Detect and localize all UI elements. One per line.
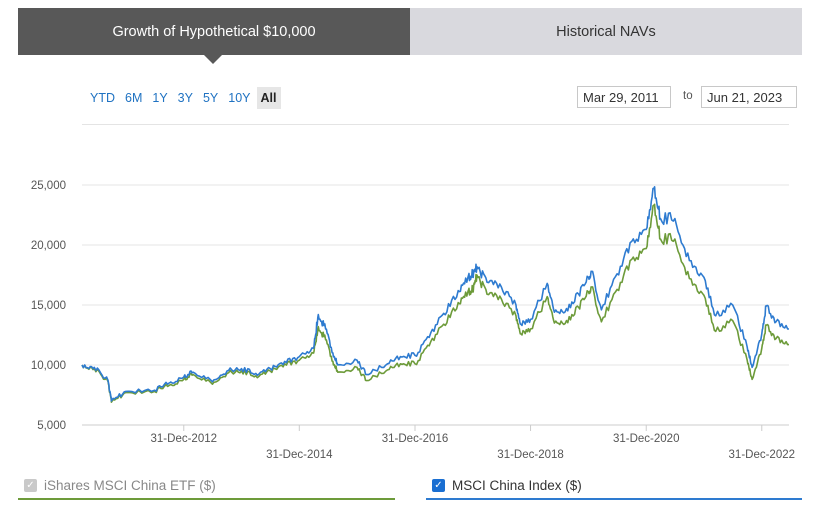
- growth-line-chart: 5,000 10,000 15,000 20,000 25,000 31-Dec-2012…: [31, 180, 795, 461]
- chart-tabs: Growth of Hypothetical $10,000 Historica…: [18, 8, 802, 64]
- end-date-input[interactable]: Jun 21, 2023: [701, 86, 797, 108]
- start-date-input[interactable]: Mar 29, 2011: [577, 86, 671, 108]
- y-tick-label: 5,000: [37, 420, 66, 432]
- x-tick-label: 31-Dec-2016: [382, 433, 448, 445]
- x-tick-label: 31-Dec-2014: [266, 449, 333, 461]
- tab-growth-label: Growth of Hypothetical $10,000: [112, 23, 316, 40]
- time-range-selector: YTD 6M 1Y 3Y 5Y 10Y All: [86, 86, 283, 110]
- active-tab-pointer-icon: [204, 55, 222, 64]
- legend-etf-label: iShares MSCI China ETF ($): [44, 477, 216, 493]
- y-tick-label: 10,000: [31, 360, 66, 372]
- range-button-1y[interactable]: 1Y: [152, 91, 168, 105]
- range-button-5y[interactable]: 5Y: [202, 91, 219, 105]
- y-tick-label: 25,000: [31, 180, 66, 192]
- y-tick-label: 20,000: [31, 240, 66, 252]
- range-button-10y[interactable]: 10Y: [228, 91, 251, 105]
- legend-etf[interactable]: ✓ iShares MSCI China ETF ($): [18, 472, 395, 500]
- y-tick-label: 15,000: [31, 300, 66, 312]
- date-range-separator: to: [683, 90, 693, 102]
- range-button-all[interactable]: All: [256, 87, 281, 109]
- index-checkbox-icon[interactable]: ✓: [432, 478, 445, 492]
- tab-historical-navs[interactable]: Historical NAVs: [410, 8, 802, 55]
- x-tick-label: 31-Dec-2022: [729, 449, 795, 461]
- range-button-3y[interactable]: 3Y: [177, 91, 193, 105]
- x-tick-label: 31-Dec-2012: [151, 433, 217, 445]
- legend-index-label: MSCI China Index ($): [452, 477, 582, 493]
- etf-checkbox-icon[interactable]: ✓: [24, 478, 37, 492]
- tab-growth-hypothetical[interactable]: Growth of Hypothetical $10,000: [18, 8, 410, 55]
- tab-historical-label: Historical NAVs: [556, 23, 656, 40]
- legend-index[interactable]: ✓ MSCI China Index ($): [426, 472, 802, 500]
- x-tick-label: 31-Dec-2020: [613, 433, 679, 445]
- x-tick-label: 31-Dec-2018: [497, 449, 563, 461]
- series-line-index: [81, 186, 790, 402]
- series-line-etf: [81, 203, 789, 403]
- chart-top-divider: [82, 124, 789, 125]
- range-button-6m[interactable]: 6M: [125, 91, 143, 105]
- range-button-ytd[interactable]: YTD: [90, 91, 115, 105]
